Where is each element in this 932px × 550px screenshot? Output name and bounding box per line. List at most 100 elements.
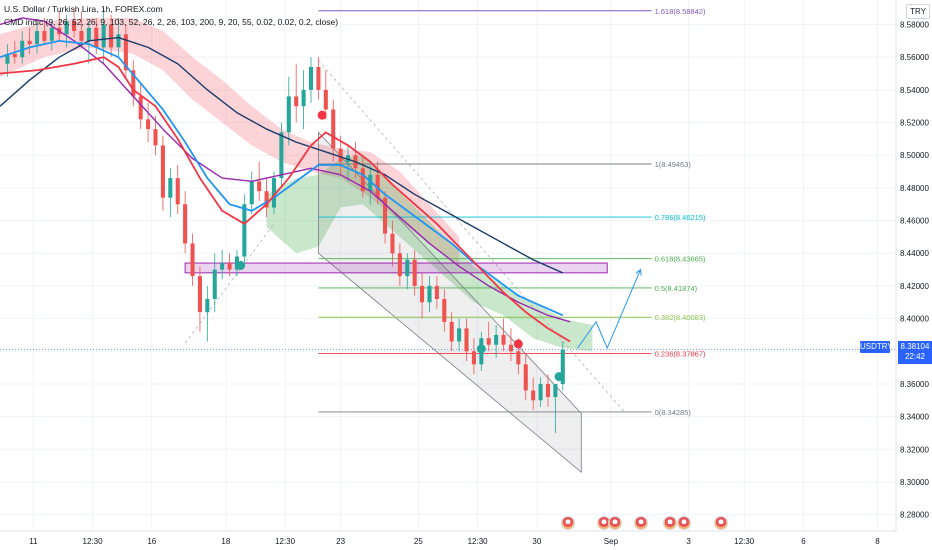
candle-body bbox=[190, 243, 195, 277]
candle-body bbox=[412, 259, 417, 286]
fib-level-label: 0.5(8.41874) bbox=[655, 284, 698, 293]
x-tick-label: 12:30 bbox=[468, 537, 489, 546]
candle-body bbox=[27, 40, 32, 45]
candle-body bbox=[368, 174, 373, 192]
candle-body bbox=[420, 285, 425, 303]
x-tick-label: 12:30 bbox=[275, 537, 296, 546]
chart-legend: U.S. Dollar / Turkish Lira, 1h, FOREX.co… bbox=[4, 3, 338, 29]
x-tick-label: 8 bbox=[875, 537, 880, 546]
red-conversion-line bbox=[0, 56, 571, 343]
candle-body bbox=[301, 89, 306, 107]
symbol-price-tag: USDTRY bbox=[860, 341, 893, 353]
candle-body bbox=[494, 334, 499, 345]
signal-marker bbox=[476, 344, 486, 354]
candle-body bbox=[220, 263, 225, 270]
candle-body bbox=[345, 155, 351, 162]
candle-body bbox=[397, 253, 402, 277]
cloud-red bbox=[0, 17, 460, 267]
x-tick-label: 12:30 bbox=[83, 537, 104, 546]
candle-body bbox=[471, 351, 476, 365]
fib-level-label: 0.236(8.37867) bbox=[655, 349, 706, 358]
candle-body bbox=[146, 119, 151, 130]
purple-ma-line bbox=[0, 17, 571, 323]
candle-body bbox=[294, 96, 299, 107]
economic-event-icon[interactable] bbox=[663, 516, 677, 530]
candle-body bbox=[523, 364, 528, 391]
current-price-value: 8.38104 bbox=[900, 342, 930, 351]
candle-body bbox=[249, 181, 254, 205]
x-tick-label: 23 bbox=[336, 537, 345, 546]
y-tick-label: 8.48000 bbox=[900, 184, 929, 193]
economic-event-icon[interactable] bbox=[561, 516, 575, 530]
candle-body bbox=[183, 204, 188, 244]
symbol-title[interactable]: U.S. Dollar / Turkish Lira, 1h, FOREX.co… bbox=[4, 4, 163, 14]
candle-body bbox=[464, 328, 469, 352]
y-tick-label: 8.34000 bbox=[900, 413, 929, 422]
y-tick-label: 8.32000 bbox=[900, 445, 929, 454]
candle-body bbox=[331, 109, 336, 149]
candle-body bbox=[286, 96, 291, 133]
economic-event-icon[interactable] bbox=[634, 516, 648, 530]
x-tick-label: 6 bbox=[801, 537, 806, 546]
candle-body bbox=[457, 328, 462, 342]
x-tick-label: 12:30 bbox=[734, 537, 755, 546]
candle-body bbox=[271, 178, 277, 208]
currency-button[interactable]: TRY bbox=[906, 4, 930, 19]
candle-body bbox=[338, 148, 343, 162]
candle-body bbox=[116, 34, 121, 48]
candle-body bbox=[49, 27, 54, 41]
candle-body bbox=[553, 383, 558, 398]
y-tick-label: 8.54000 bbox=[900, 86, 929, 95]
y-tick-label: 8.42000 bbox=[900, 282, 929, 291]
candle-body bbox=[383, 197, 388, 234]
signal-marker bbox=[513, 339, 523, 349]
indicator-label[interactable]: CMD indic (9, 26, 52, 26, 9, 103, 52, 26… bbox=[4, 17, 339, 27]
candle-body bbox=[72, 21, 77, 32]
candle-body bbox=[131, 70, 136, 97]
candle-body bbox=[375, 174, 380, 198]
x-tick-label: 18 bbox=[221, 537, 230, 546]
y-tick-label: 8.56000 bbox=[900, 53, 929, 62]
candle-body bbox=[560, 349, 565, 384]
candle-body bbox=[42, 31, 47, 41]
candle-body bbox=[508, 344, 513, 352]
y-tick-label: 8.46000 bbox=[900, 217, 929, 226]
candle-body bbox=[434, 285, 439, 299]
candle-body bbox=[86, 27, 91, 41]
candle-body bbox=[257, 181, 262, 192]
x-tick-label: 16 bbox=[147, 537, 156, 546]
candle-body bbox=[308, 66, 314, 90]
candle-body bbox=[264, 191, 269, 208]
fib-level-label: 0(8.34285) bbox=[655, 408, 692, 417]
economic-event-icon[interactable] bbox=[714, 516, 728, 530]
economic-event-icon[interactable] bbox=[608, 516, 622, 530]
fib-level-label: 1.618(8.58842) bbox=[655, 7, 706, 16]
current-price-tag: 8.38104 22:42 bbox=[898, 341, 932, 364]
candle-body bbox=[12, 53, 17, 58]
y-tick-label: 8.40000 bbox=[900, 315, 929, 324]
economic-event-icon[interactable] bbox=[677, 516, 691, 530]
candle-body bbox=[531, 390, 536, 401]
candle-body bbox=[360, 168, 365, 192]
signal-marker bbox=[317, 110, 327, 120]
projection-arrow bbox=[577, 269, 641, 350]
candle-body bbox=[79, 31, 84, 41]
candle-body bbox=[175, 178, 180, 205]
candle-body bbox=[538, 383, 543, 401]
y-tick-label: 8.30000 bbox=[900, 478, 929, 487]
candle-body bbox=[227, 263, 232, 270]
navy-ma-line bbox=[0, 36, 564, 274]
candle-body bbox=[101, 24, 106, 48]
candle-body bbox=[279, 132, 284, 179]
fib-level-label: 1(8.49463) bbox=[655, 160, 692, 169]
candle-body bbox=[501, 334, 506, 345]
candle-body bbox=[123, 34, 128, 71]
candle-body bbox=[405, 259, 410, 277]
candle-body bbox=[109, 24, 114, 48]
candle-body bbox=[486, 338, 491, 345]
resistance-zone bbox=[184, 262, 608, 274]
candle-body bbox=[34, 31, 40, 45]
y-tick-label: 8.58000 bbox=[900, 21, 929, 30]
candle-body bbox=[323, 89, 328, 110]
